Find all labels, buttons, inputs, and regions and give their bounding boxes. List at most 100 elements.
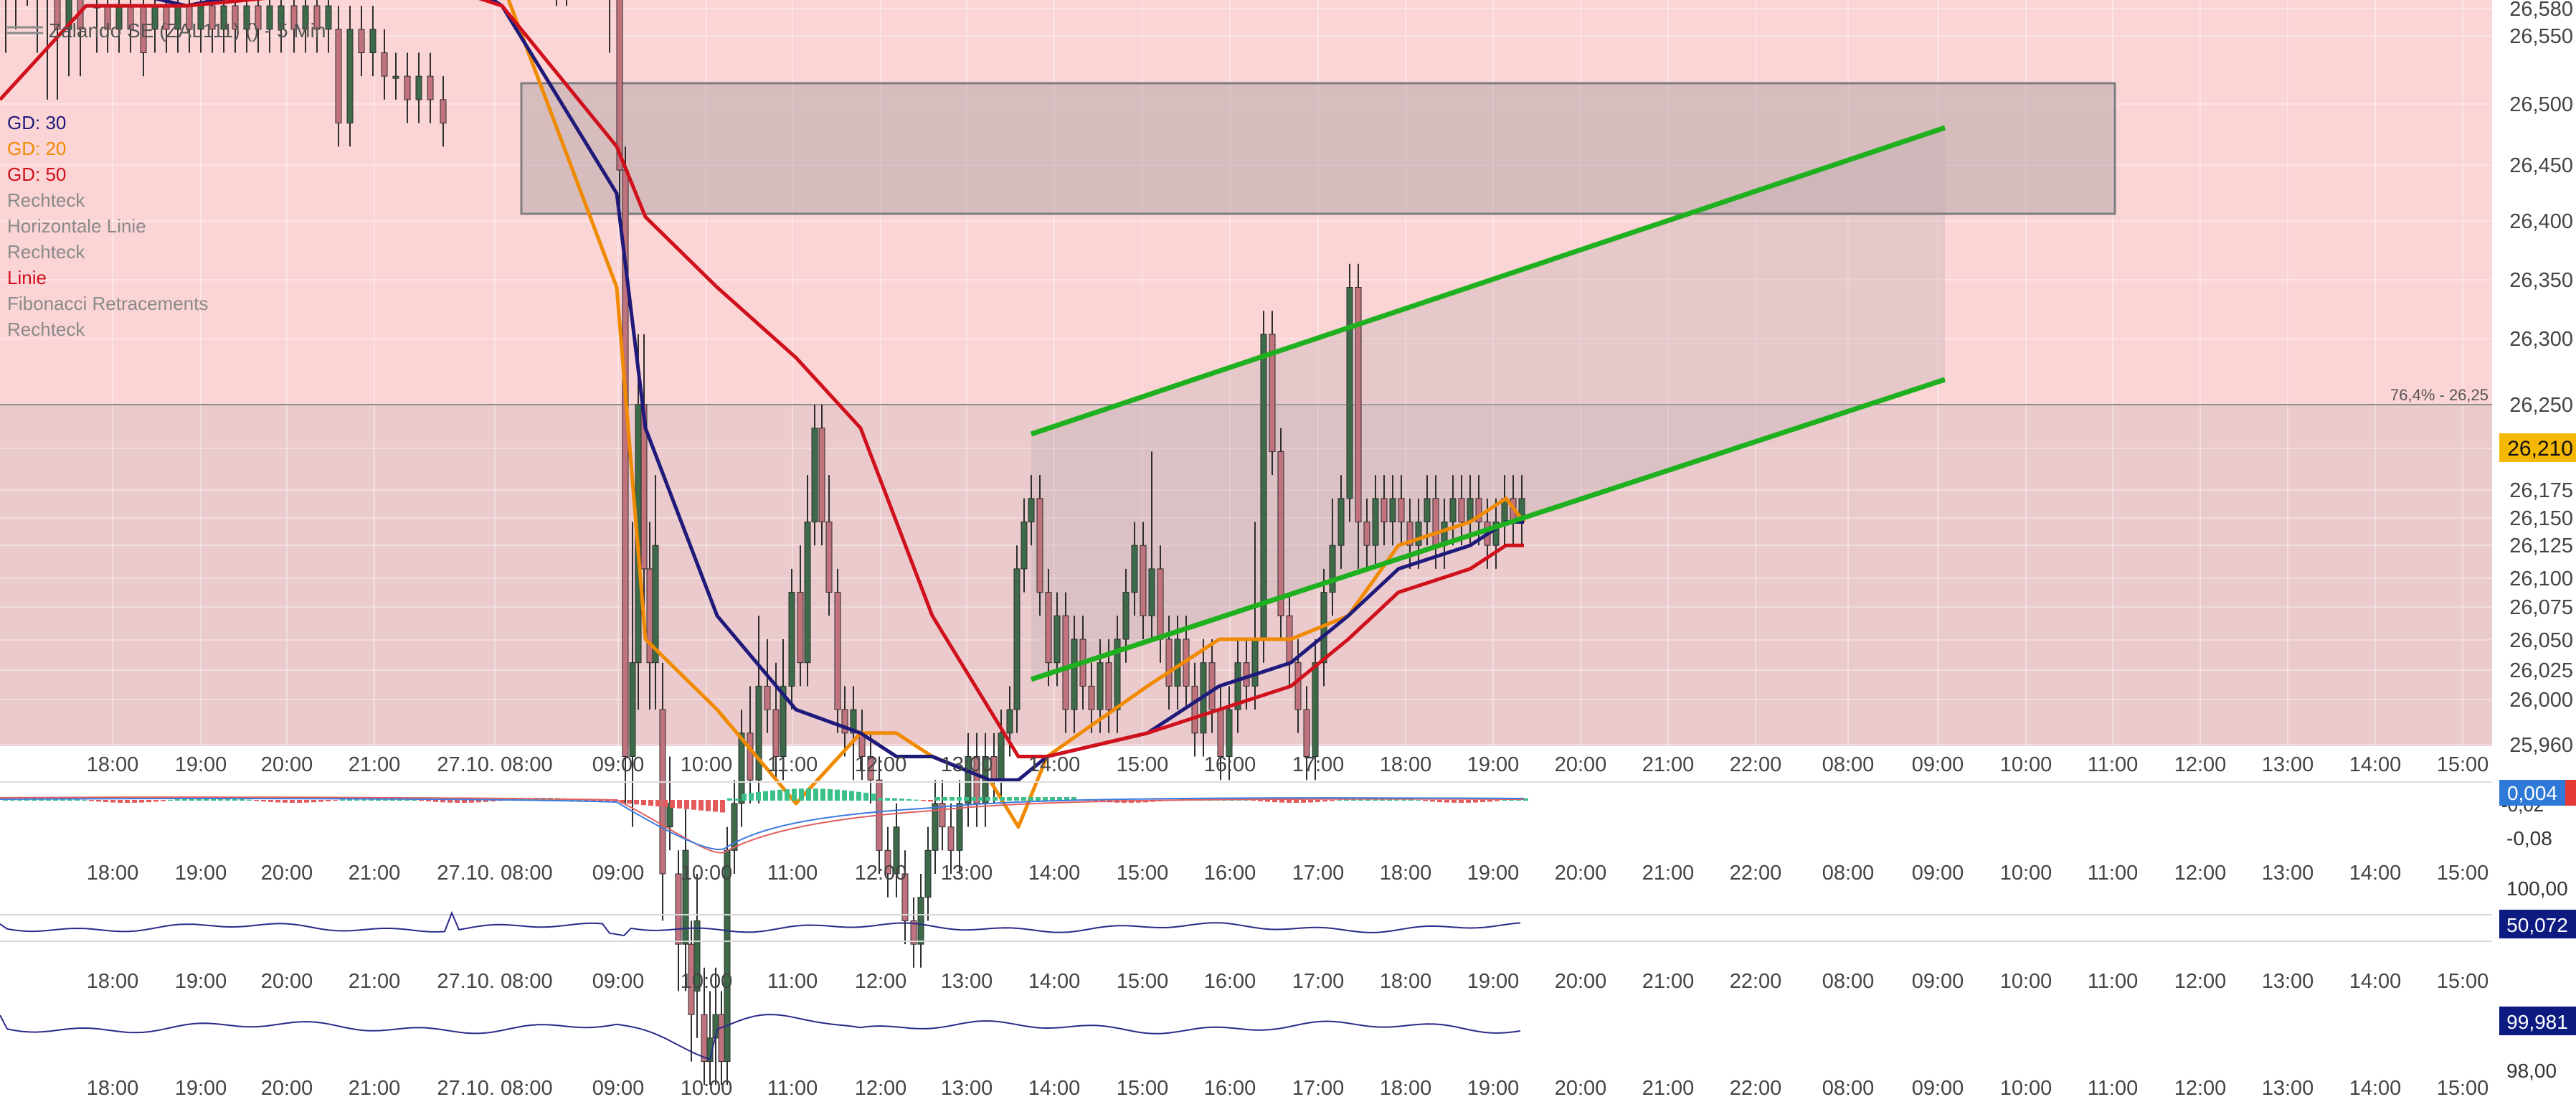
macd-histogram-bar xyxy=(1308,800,1313,803)
macd-histogram-bar xyxy=(333,800,338,801)
price-axis-label: 26,580 xyxy=(2509,0,2573,21)
candle-body xyxy=(947,826,955,851)
price-axis-label: 26,125 xyxy=(2509,534,2573,557)
candle-body xyxy=(1398,498,1405,522)
candle-body xyxy=(54,0,61,30)
candle-body xyxy=(825,522,833,593)
macd-histogram-bar xyxy=(727,798,732,801)
candle-body xyxy=(1260,334,1267,640)
macd-histogram-bar xyxy=(1265,800,1270,802)
candle-body xyxy=(1191,685,1198,734)
macd-histogram-bar xyxy=(1036,797,1041,801)
candle-body xyxy=(659,709,666,875)
time-axis-label: 14:00 xyxy=(1028,970,1081,993)
macd-histogram-bar xyxy=(921,800,926,801)
time-axis-label: 14:00 xyxy=(2349,753,2402,776)
candle-body xyxy=(1337,498,1345,546)
osc1-value-label: 50,072 xyxy=(2506,914,2568,936)
candle-body xyxy=(1475,498,1482,522)
macd-histogram-bar xyxy=(1007,797,1012,801)
time-axis-label: 08:00 xyxy=(1822,970,1875,993)
legend-item[interactable]: Linie xyxy=(7,267,47,288)
macd-histogram-bar xyxy=(476,800,481,803)
macd-histogram-bar xyxy=(971,797,976,801)
candle-body xyxy=(404,75,411,100)
candle-body xyxy=(956,803,963,851)
price-axis-label: 26,450 xyxy=(2509,154,2573,177)
legend-item[interactable]: Rechteck xyxy=(7,319,85,340)
candle-body xyxy=(616,0,623,171)
macd-histogram-bar xyxy=(749,793,754,801)
candle-body xyxy=(1036,498,1043,593)
channel-area[interactable] xyxy=(1031,128,1945,679)
time-axis-label: 18:00 xyxy=(87,1077,139,1100)
legend-item[interactable]: Horizontale Linie xyxy=(7,215,146,237)
candle-body xyxy=(415,75,422,100)
candle-body xyxy=(313,5,321,30)
candle-body xyxy=(369,29,377,53)
macd-histogram-bar xyxy=(1014,797,1019,801)
candle-body xyxy=(924,849,932,898)
macd-histogram-bar xyxy=(1258,800,1263,801)
time-axis-label: 11:00 xyxy=(2088,862,2138,885)
macd-histogram-bar xyxy=(1401,799,1406,801)
channel-lower-line[interactable] xyxy=(1030,377,1946,682)
legend-item[interactable]: Rechteck xyxy=(7,189,85,211)
legend-item[interactable]: Fibonacci Retracements xyxy=(7,293,208,314)
macd-histogram-bar xyxy=(1502,799,1507,801)
legend-item[interactable]: Rechteck xyxy=(7,241,85,263)
candle-body xyxy=(1028,498,1035,522)
channel-upper-line[interactable] xyxy=(1030,125,1946,437)
time-axis-label: 13:00 xyxy=(2262,753,2314,776)
macd-histogram-bar xyxy=(1523,798,1528,801)
macd-histogram-bar xyxy=(297,800,302,803)
legend-item[interactable]: GD: 30 xyxy=(7,112,66,133)
candle-body xyxy=(693,920,701,992)
candle-body xyxy=(255,5,262,30)
candle-body xyxy=(1363,522,1370,546)
macd-histogram-bar xyxy=(433,800,438,802)
legend-item[interactable]: GD: 20 xyxy=(7,138,66,159)
macd-histogram-bar xyxy=(1423,800,1428,801)
macd-histogram-bar xyxy=(950,797,955,801)
candle-body xyxy=(932,803,939,851)
macd-histogram-bar xyxy=(964,797,969,801)
macd-histogram-bar xyxy=(1495,800,1500,801)
macd-histogram-bar xyxy=(1301,800,1306,803)
macd-histogram-bar xyxy=(1322,800,1327,802)
time-axis-label: 19:00 xyxy=(1467,753,1520,776)
time-axis-label: 10:00 xyxy=(681,862,733,885)
time-axis-label: 09:00 xyxy=(592,753,645,776)
time-axis-label: 13:00 xyxy=(941,1077,993,1100)
macd-histogram-bar xyxy=(153,800,158,802)
candle-body xyxy=(1381,498,1388,522)
macd-histogram-bar xyxy=(914,799,919,801)
osc2-value-badge xyxy=(2499,1007,2576,1035)
time-axis-label: 20:00 xyxy=(1555,753,1607,776)
candle-body xyxy=(1226,709,1233,757)
time-axis-label: 10:00 xyxy=(2000,753,2052,776)
time-axis-label: 19:00 xyxy=(1467,970,1520,993)
macd-histogram-bar xyxy=(978,797,983,801)
macd-histogram-bar xyxy=(139,800,144,803)
candle-body xyxy=(1432,498,1439,546)
time-axis-label: 27.10. 08:00 xyxy=(437,1077,552,1100)
macd-histogram-bar xyxy=(612,800,617,803)
macd-histogram-bar xyxy=(462,800,467,803)
time-axis-label: 18:00 xyxy=(1380,970,1432,993)
macd-histogram-bar xyxy=(483,800,488,802)
time-axis-label: 12:00 xyxy=(2174,862,2227,885)
macd-histogram-bar xyxy=(584,800,589,801)
legend-item[interactable]: GD: 50 xyxy=(7,164,66,185)
time-axis-label: 09:00 xyxy=(592,1077,645,1100)
candle-body xyxy=(701,1014,708,1063)
macd-histogram-bar xyxy=(182,799,187,801)
price-axis-label: 26,175 xyxy=(2509,479,2573,502)
resistance-rectangle[interactable] xyxy=(520,82,2116,215)
time-axis-label: 19:00 xyxy=(1467,1077,1520,1100)
macd-histogram-bar xyxy=(67,799,72,801)
time-axis-label: 20:00 xyxy=(1555,1077,1607,1100)
time-axis-label: 14:00 xyxy=(1028,1077,1081,1100)
